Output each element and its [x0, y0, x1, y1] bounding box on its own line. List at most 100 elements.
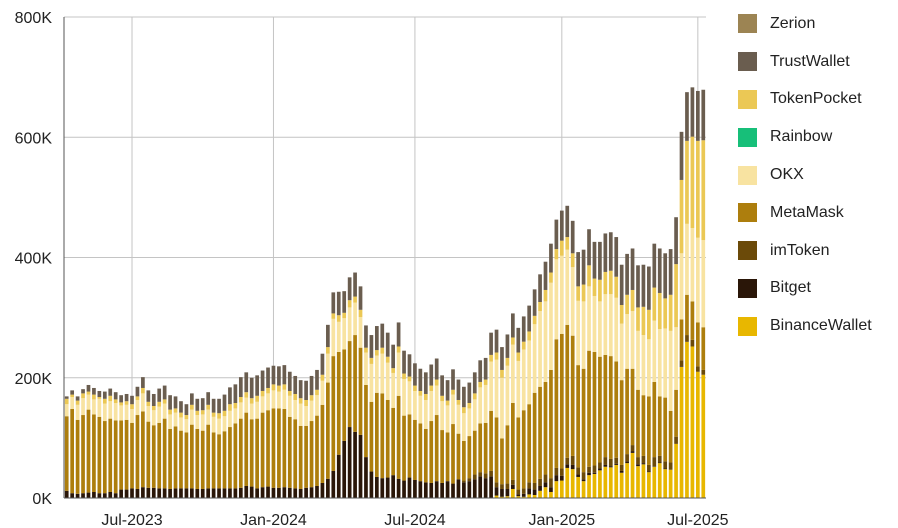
bar-segment-trustwallet — [440, 375, 444, 396]
bar-segment-bitget — [489, 476, 493, 498]
bar-segment-okx — [287, 395, 292, 417]
bar-segment-bitget — [647, 471, 651, 473]
bar-segment-okx — [86, 394, 91, 410]
bar-segment-metamask — [97, 416, 102, 494]
bar-segment-bitget — [113, 493, 118, 498]
bar-segment-okx — [429, 390, 434, 422]
bar-segment-binancewallet — [543, 487, 548, 498]
bar-segment-bitget — [505, 488, 510, 497]
bar-segment-trustwallet — [494, 329, 499, 353]
bar-segment-imtoken — [685, 335, 689, 342]
legend-label: BinanceWallet — [770, 317, 872, 335]
bar-segment-bitget — [217, 488, 221, 498]
bar-segment-metamask — [244, 412, 249, 486]
bar-segment-okx — [652, 320, 657, 382]
bar-segment-imtoken — [690, 339, 695, 347]
bar-segment-metamask — [619, 380, 624, 465]
bar-segment-bitget — [130, 488, 134, 498]
bar-segment-metamask — [119, 420, 123, 490]
bar-segment-okx — [326, 353, 330, 383]
bar-segment-okx — [81, 398, 85, 416]
bar-segment-okx — [238, 402, 243, 419]
bar-segment-tokenpocket — [554, 249, 559, 260]
bar-segment-okx — [516, 360, 521, 418]
bar-segment-tokenpocket — [549, 272, 553, 283]
bar-segment-metamask — [543, 381, 548, 475]
legend-label: Rainbow — [770, 128, 833, 146]
bar-segment-bitget — [255, 488, 259, 498]
bar-segment-okx — [391, 372, 396, 408]
bar-segment-bitget — [364, 457, 368, 498]
bar-segment-metamask — [277, 408, 281, 488]
bar-segment-bitget — [451, 483, 455, 498]
bar-segment-metamask — [657, 396, 662, 456]
bar-segment-metamask — [342, 349, 347, 441]
bar-segment-metamask — [113, 420, 118, 494]
bar-segment-metamask — [102, 421, 107, 494]
bar-segment-imtoken — [608, 458, 613, 467]
bar-segment-tokenpocket — [364, 347, 368, 353]
bar-segment-okx — [663, 328, 668, 398]
bar-segment-okx — [266, 393, 270, 411]
bar-segment-trustwallet — [657, 248, 662, 293]
bar-segment-metamask — [86, 409, 91, 493]
bar-segment-okx — [92, 399, 96, 415]
bar-segment-bitget — [81, 493, 85, 498]
bar-segment-tokenpocket — [407, 376, 412, 382]
bar-segment-bitget — [532, 489, 537, 495]
bar-segment-okx — [668, 330, 673, 411]
bar-segment-metamask — [141, 411, 145, 488]
bar-segment-bitget — [679, 366, 684, 367]
bar-segment-trustwallet — [505, 334, 510, 358]
x-tick-label: Jul-2025 — [667, 512, 728, 528]
bar-segment-binancewallet — [592, 473, 597, 498]
bar-segment-okx — [483, 384, 488, 423]
bar-segment-tokenpocket — [217, 413, 221, 419]
bar-segment-metamask — [641, 395, 646, 456]
bar-segment-okx — [657, 329, 662, 397]
bar-segment-trustwallet — [489, 332, 493, 355]
bar-segment-okx — [467, 408, 472, 437]
bar-segment-okx — [608, 294, 613, 357]
bar-segment-bitget — [146, 487, 151, 498]
bar-segment-metamask — [70, 409, 75, 494]
bar-segment-metamask — [592, 351, 597, 466]
bar-segment-metamask — [614, 361, 619, 458]
bar-segment-okx — [97, 398, 102, 417]
bar-segment-tokenpocket — [195, 410, 200, 416]
bar-segment-bitget — [124, 489, 129, 498]
bar-segment-bitget — [581, 479, 586, 482]
legend-swatch — [738, 14, 757, 34]
bar-segment-metamask — [478, 423, 483, 473]
bar-segment-tokenpocket — [222, 410, 227, 417]
bar-segment-metamask — [565, 324, 570, 458]
bar-segment-okx — [674, 327, 678, 390]
bar-segment-okx — [614, 297, 619, 362]
bar-segment-trustwallet — [184, 404, 189, 416]
bar-segment-tokenpocket — [173, 408, 178, 413]
bar-segment-trustwallet — [456, 379, 461, 400]
bar-segment-bitget — [249, 486, 254, 498]
bar-segment-bitget — [467, 481, 472, 498]
bar-segment-tokenpocket — [521, 341, 526, 350]
bar-segment-okx — [478, 387, 483, 424]
bar-segment-tokenpocket — [266, 387, 270, 394]
bar-segment-metamask — [636, 389, 640, 458]
bar-segment-okx — [434, 385, 439, 416]
bar-segment-okx — [679, 253, 684, 320]
bar-segment-tokenpocket — [64, 398, 69, 405]
y-tick-label: 0K — [32, 491, 52, 508]
bar-segment-trustwallet — [695, 90, 700, 141]
bar-segment-bitget — [271, 487, 276, 498]
bar-segment-tokenpocket — [380, 347, 385, 354]
bar-segment-trustwallet — [255, 375, 259, 396]
bar-segment-trustwallet — [679, 131, 684, 180]
bar-segment-okx — [130, 409, 134, 423]
bar-segment-okx — [619, 323, 624, 381]
y-tick-label: 600K — [15, 130, 53, 147]
bar-segment-tokenpocket — [701, 140, 706, 241]
bar-segment-okx — [222, 416, 227, 432]
bar-segment-metamask — [364, 384, 368, 458]
bar-segment-bitget — [200, 488, 205, 498]
bar-segment-metamask — [135, 415, 140, 489]
